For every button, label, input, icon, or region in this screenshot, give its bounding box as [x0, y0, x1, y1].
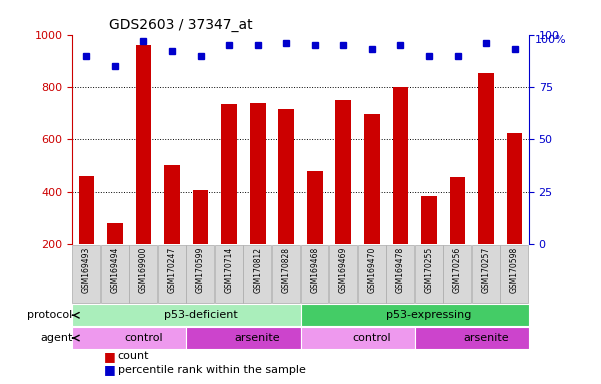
Text: GSM169900: GSM169900: [139, 247, 148, 293]
FancyBboxPatch shape: [443, 245, 471, 303]
Text: GSM170599: GSM170599: [196, 247, 205, 293]
FancyBboxPatch shape: [472, 245, 500, 303]
Text: GSM169494: GSM169494: [111, 247, 120, 293]
Bar: [221, 104, 237, 244]
Bar: [307, 171, 323, 244]
Text: GSM170257: GSM170257: [481, 247, 490, 293]
Bar: [507, 133, 522, 244]
Text: GSM170256: GSM170256: [453, 247, 462, 293]
Text: control: control: [353, 333, 391, 343]
Bar: [278, 109, 294, 244]
FancyBboxPatch shape: [72, 245, 100, 303]
Text: GDS2603 / 37347_at: GDS2603 / 37347_at: [109, 18, 252, 32]
FancyBboxPatch shape: [415, 245, 443, 303]
Text: p53-expressing: p53-expressing: [386, 310, 472, 320]
Bar: [164, 166, 180, 244]
Text: ■: ■: [104, 349, 116, 362]
Bar: [478, 73, 494, 244]
Text: 100%: 100%: [534, 35, 566, 45]
FancyBboxPatch shape: [129, 245, 157, 303]
Text: GSM169470: GSM169470: [367, 247, 376, 293]
Text: GSM170812: GSM170812: [253, 247, 262, 293]
Text: control: control: [124, 333, 163, 343]
FancyBboxPatch shape: [243, 245, 272, 303]
Bar: [364, 114, 380, 244]
Text: GSM170255: GSM170255: [424, 247, 433, 293]
Bar: [107, 223, 123, 244]
Text: GSM170714: GSM170714: [225, 247, 234, 293]
FancyBboxPatch shape: [386, 245, 414, 303]
Text: count: count: [118, 351, 149, 361]
FancyBboxPatch shape: [72, 327, 186, 349]
Text: GSM170828: GSM170828: [282, 247, 291, 293]
FancyBboxPatch shape: [100, 245, 129, 303]
Text: percentile rank within the sample: percentile rank within the sample: [118, 364, 306, 374]
FancyBboxPatch shape: [300, 305, 529, 326]
FancyBboxPatch shape: [215, 245, 243, 303]
Bar: [79, 176, 94, 244]
Bar: [136, 45, 151, 244]
Text: GSM170247: GSM170247: [168, 247, 177, 293]
FancyBboxPatch shape: [72, 305, 300, 326]
Text: GSM169469: GSM169469: [339, 247, 348, 293]
Bar: [392, 87, 408, 244]
Bar: [335, 100, 351, 244]
FancyBboxPatch shape: [329, 245, 357, 303]
FancyBboxPatch shape: [186, 327, 300, 349]
FancyBboxPatch shape: [300, 245, 329, 303]
FancyBboxPatch shape: [415, 327, 529, 349]
Text: p53-deficient: p53-deficient: [163, 310, 237, 320]
Text: arsenite: arsenite: [463, 333, 509, 343]
FancyBboxPatch shape: [186, 245, 215, 303]
FancyBboxPatch shape: [157, 245, 186, 303]
Bar: [193, 190, 209, 244]
FancyBboxPatch shape: [272, 245, 300, 303]
Text: GSM169468: GSM169468: [310, 247, 319, 293]
Text: protocol: protocol: [28, 310, 73, 320]
FancyBboxPatch shape: [300, 327, 415, 349]
Text: ■: ■: [104, 363, 116, 376]
Bar: [450, 177, 465, 244]
Text: arsenite: arsenite: [235, 333, 281, 343]
Text: GSM169478: GSM169478: [396, 247, 405, 293]
Text: agent: agent: [40, 333, 73, 343]
Bar: [421, 195, 437, 244]
Text: GSM170598: GSM170598: [510, 247, 519, 293]
Text: GSM169493: GSM169493: [82, 247, 91, 293]
FancyBboxPatch shape: [500, 245, 528, 303]
Bar: [250, 103, 266, 244]
FancyBboxPatch shape: [358, 245, 386, 303]
